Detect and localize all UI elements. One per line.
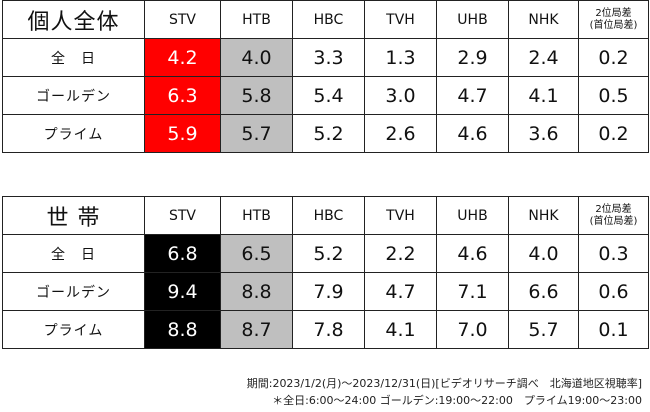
gap-cell: 0.6 <box>578 272 649 311</box>
gap-cell: 0.2 <box>578 38 649 77</box>
column-header-hbc: HBC <box>292 196 365 235</box>
rating-cell: 7.0 <box>436 310 509 349</box>
rating-cell: 3.0 <box>364 76 437 115</box>
rating-cell: 4.0 <box>508 234 579 273</box>
gap-header-line1: 2位局差 <box>595 203 632 215</box>
column-header-uhb: UHB <box>436 0 509 39</box>
rating-cell: 4.2 <box>144 38 221 77</box>
table-row: 全 日 6.8 6.5 5.2 2.2 4.6 4.0 0.3 <box>2 234 649 273</box>
rating-cell: 3.3 <box>292 38 365 77</box>
column-header-htb: HTB <box>220 0 293 39</box>
rating-cell: 6.5 <box>220 234 293 273</box>
rating-cell: 4.7 <box>436 76 509 115</box>
column-header-stv: STV <box>144 196 221 235</box>
rating-cell: 7.1 <box>436 272 509 311</box>
rating-cell: 5.7 <box>508 310 579 349</box>
rating-cell: 2.6 <box>364 114 437 153</box>
gap-header-line1: 2位局差 <box>595 7 632 19</box>
rating-cell: 8.8 <box>220 272 293 311</box>
rating-cell: 2.4 <box>508 38 579 77</box>
table-row: プライム 5.9 5.7 5.2 2.6 4.6 3.6 0.2 <box>2 114 649 153</box>
rating-cell: 4.1 <box>508 76 579 115</box>
gap-cell: 0.2 <box>578 114 649 153</box>
table-row: プライム 8.8 8.7 7.8 4.1 7.0 5.7 0.1 <box>2 310 649 349</box>
row-label: ゴールデン <box>2 76 145 115</box>
row-label: 全 日 <box>2 234 145 273</box>
rating-cell: 7.9 <box>292 272 365 311</box>
rating-cell: 5.7 <box>220 114 293 153</box>
column-header-nhk: NHK <box>508 0 579 39</box>
rating-cell: 4.7 <box>364 272 437 311</box>
rating-cell: 5.2 <box>292 114 365 153</box>
rating-cell: 5.4 <box>292 76 365 115</box>
rating-cell: 5.8 <box>220 76 293 115</box>
table-title: 世 帯 <box>2 196 145 235</box>
column-header-nhk: NHK <box>508 196 579 235</box>
column-header-uhb: UHB <box>436 196 509 235</box>
rating-cell: 1.3 <box>364 38 437 77</box>
gap-header-line2: (首位局差) <box>589 215 638 227</box>
column-header-gap: 2位局差 (首位局差) <box>578 0 649 39</box>
rating-cell: 4.6 <box>436 234 509 273</box>
table-header-row: 世 帯 STV HTB HBC TVH UHB NHK 2位局差 (首位局差) <box>2 196 649 235</box>
rating-cell: 4.0 <box>220 38 293 77</box>
gap-header-line2: (首位局差) <box>589 19 638 31</box>
column-header-tvh: TVH <box>364 0 437 39</box>
rating-cell: 4.6 <box>436 114 509 153</box>
table-header-row: 個人全体 STV HTB HBC TVH UHB NHK 2位局差 (首位局差) <box>2 0 649 39</box>
row-label: 全 日 <box>2 38 145 77</box>
column-header-htb: HTB <box>220 196 293 235</box>
table-row: 全 日 4.2 4.0 3.3 1.3 2.9 2.4 0.2 <box>2 38 649 77</box>
gap-cell: 0.1 <box>578 310 649 349</box>
gap-cell: 0.3 <box>578 234 649 273</box>
rating-cell: 2.9 <box>436 38 509 77</box>
row-label: ゴールデン <box>2 272 145 311</box>
rating-cell: 8.7 <box>220 310 293 349</box>
rating-cell: 6.6 <box>508 272 579 311</box>
footnote-period: 期間:2023/1/2(月)～2023/12/31(日)[ビデオリサーチ調べ 北… <box>246 377 642 390</box>
rating-cell: 8.8 <box>144 310 221 349</box>
rating-cell: 5.9 <box>144 114 221 153</box>
rating-cell: 5.2 <box>292 234 365 273</box>
row-label: プライム <box>2 114 145 153</box>
row-label: プライム <box>2 310 145 349</box>
rating-cell: 6.8 <box>144 234 221 273</box>
rating-cell: 9.4 <box>144 272 221 311</box>
household-ratings-table: 世 帯 STV HTB HBC TVH UHB NHK 2位局差 (首位局差) 全… <box>2 196 649 349</box>
footnote-time-slots: ＊全日:6:00～24:00 ゴールデン:19:00～22:00 プライム19:… <box>272 394 642 407</box>
column-header-stv: STV <box>144 0 221 39</box>
table-row: ゴールデン 6.3 5.8 5.4 3.0 4.7 4.1 0.5 <box>2 76 649 115</box>
table-row: ゴールデン 9.4 8.8 7.9 4.7 7.1 6.6 0.6 <box>2 272 649 311</box>
rating-cell: 2.2 <box>364 234 437 273</box>
column-header-tvh: TVH <box>364 196 437 235</box>
individual-ratings-table: 個人全体 STV HTB HBC TVH UHB NHK 2位局差 (首位局差) … <box>2 0 649 153</box>
rating-cell: 3.6 <box>508 114 579 153</box>
gap-cell: 0.5 <box>578 76 649 115</box>
table-title: 個人全体 <box>2 0 145 39</box>
rating-cell: 6.3 <box>144 76 221 115</box>
column-header-hbc: HBC <box>292 0 365 39</box>
rating-cell: 7.8 <box>292 310 365 349</box>
rating-cell: 4.1 <box>364 310 437 349</box>
column-header-gap: 2位局差 (首位局差) <box>578 196 649 235</box>
